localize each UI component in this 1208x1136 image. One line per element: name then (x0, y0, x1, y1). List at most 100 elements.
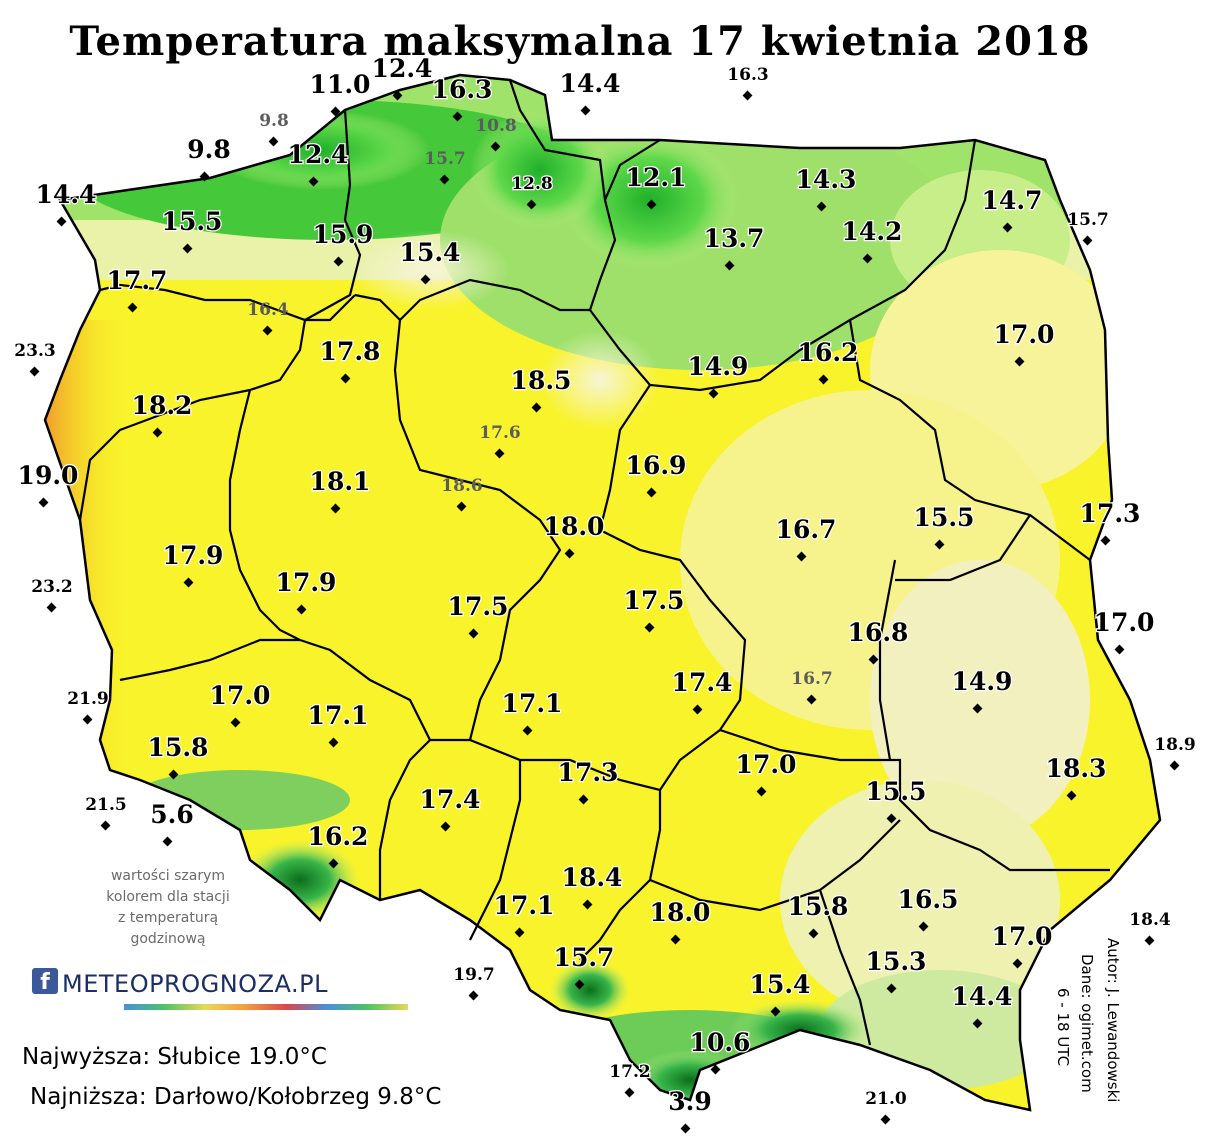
station-value-50: 17.0 (210, 681, 271, 710)
station-marker-13 (56, 216, 67, 227)
station-value-36: 15.5 (914, 503, 975, 532)
note-line-3: z temperaturą (117, 910, 219, 926)
station-value-22: 16.4 (247, 300, 289, 320)
station-value-21: 17.7 (107, 266, 168, 295)
station-marker-61 (440, 821, 451, 832)
station-value-77: 3.9 (668, 1087, 712, 1116)
station-marker-19 (333, 256, 344, 267)
station-marker-26 (818, 374, 829, 385)
station-marker-63 (582, 899, 593, 910)
station-marker-34 (646, 487, 657, 498)
station-value-71: 15.3 (866, 947, 927, 976)
station-value-41: 23.2 (31, 577, 72, 597)
station-value-55: 17.0 (736, 750, 797, 779)
station-value-56: 18.3 (1046, 754, 1107, 783)
station-marker-41 (46, 602, 57, 613)
station-value-58: 15.5 (866, 777, 927, 806)
station-value-25: 17.8 (320, 337, 381, 366)
station-marker-51 (328, 737, 339, 748)
station-value-19: 15.9 (313, 220, 374, 249)
station-value-52: 17.1 (502, 689, 563, 718)
station-value-59: 21.5 (85, 795, 126, 815)
station-value-5: 9.8 (259, 111, 289, 131)
station-value-18: 14.2 (842, 217, 903, 246)
station-marker-24 (29, 366, 40, 377)
station-marker-58 (886, 813, 897, 824)
station-marker-73 (770, 1006, 781, 1017)
station-value-38: 16.7 (776, 515, 837, 544)
station-value-47: 17.4 (672, 668, 733, 697)
station-value-42: 17.5 (448, 592, 509, 621)
station-value-20: 15.4 (400, 238, 461, 267)
station-value-33: 18.6 (441, 476, 482, 496)
station-value-44: 17.0 (1094, 608, 1155, 637)
station-marker-22 (262, 325, 273, 336)
station-marker-71 (886, 983, 897, 994)
station-value-72: 19.7 (453, 965, 494, 985)
station-value-54: 17.3 (558, 758, 619, 787)
station-value-61: 17.4 (420, 785, 481, 814)
station-marker-3 (580, 105, 591, 116)
station-marker-20 (420, 274, 431, 285)
station-value-34: 16.9 (626, 451, 687, 480)
station-marker-66 (670, 934, 681, 945)
station-marker-40 (296, 604, 307, 615)
station-value-7: 15.7 (424, 149, 465, 169)
station-value-57: 18.9 (1154, 735, 1195, 755)
station-marker-23 (1014, 356, 1025, 367)
station-value-12: 14.3 (796, 165, 857, 194)
station-marker-54 (578, 794, 589, 805)
station-marker-5 (268, 136, 279, 147)
station-value-29: 18.2 (132, 391, 193, 420)
station-marker-16 (182, 243, 193, 254)
station-value-63: 18.4 (562, 863, 623, 892)
station-value-17: 13.7 (704, 224, 765, 253)
station-marker-38 (796, 551, 807, 562)
station-value-13: 14.4 (36, 180, 97, 209)
station-value-75: 10.6 (690, 1028, 751, 1057)
station-marker-68 (1144, 935, 1155, 946)
station-value-31: 19.0 (18, 461, 79, 490)
credits-data: Dane: ogimet.com (1078, 954, 1096, 1093)
station-marker-7 (439, 174, 450, 185)
meteoprognoza-logo: f METEOPROGNOZA.PL (32, 968, 408, 1012)
station-value-27: 14.9 (688, 352, 749, 381)
station-value-37: 18.0 (544, 512, 605, 541)
station-marker-10 (526, 199, 537, 210)
station-marker-55 (756, 786, 767, 797)
station-marker-27 (708, 388, 719, 399)
station-marker-29 (152, 427, 163, 438)
station-value-35: 17.3 (1080, 499, 1141, 528)
station-marker-36 (934, 539, 945, 550)
station-value-69: 17.0 (992, 922, 1053, 951)
station-marker-4 (742, 90, 753, 101)
note-line-4: godzinową (130, 931, 206, 947)
station-marker-44 (1114, 644, 1125, 655)
station-value-70: 15.7 (554, 943, 615, 972)
station-value-9: 12.4 (288, 140, 349, 169)
station-marker-50 (230, 717, 241, 728)
station-value-51: 17.1 (308, 701, 369, 730)
station-value-0: 12.4 (372, 54, 433, 83)
station-marker-25 (340, 373, 351, 384)
station-marker-35 (1100, 535, 1111, 546)
station-marker-69 (1012, 958, 1023, 969)
station-value-32: 18.1 (310, 467, 371, 496)
facebook-icon: f (32, 968, 58, 995)
station-value-48: 14.9 (952, 667, 1013, 696)
station-value-2: 16.3 (432, 75, 493, 104)
station-marker-43 (644, 622, 655, 633)
station-marker-52 (522, 725, 533, 736)
station-marker-45 (868, 654, 879, 665)
station-marker-49 (82, 714, 93, 725)
station-value-68: 18.4 (1129, 910, 1171, 930)
station-marker-57 (1169, 760, 1180, 771)
station-value-6: 10.8 (475, 116, 516, 136)
station-marker-77 (680, 1123, 691, 1134)
station-value-23: 17.0 (994, 320, 1055, 349)
station-value-15: 15.7 (1067, 210, 1108, 230)
highest-temperature: Najwyższa: Słubice 19.0°C (22, 1044, 327, 1070)
station-marker-31 (38, 497, 49, 508)
station-marker-15 (1082, 235, 1093, 246)
